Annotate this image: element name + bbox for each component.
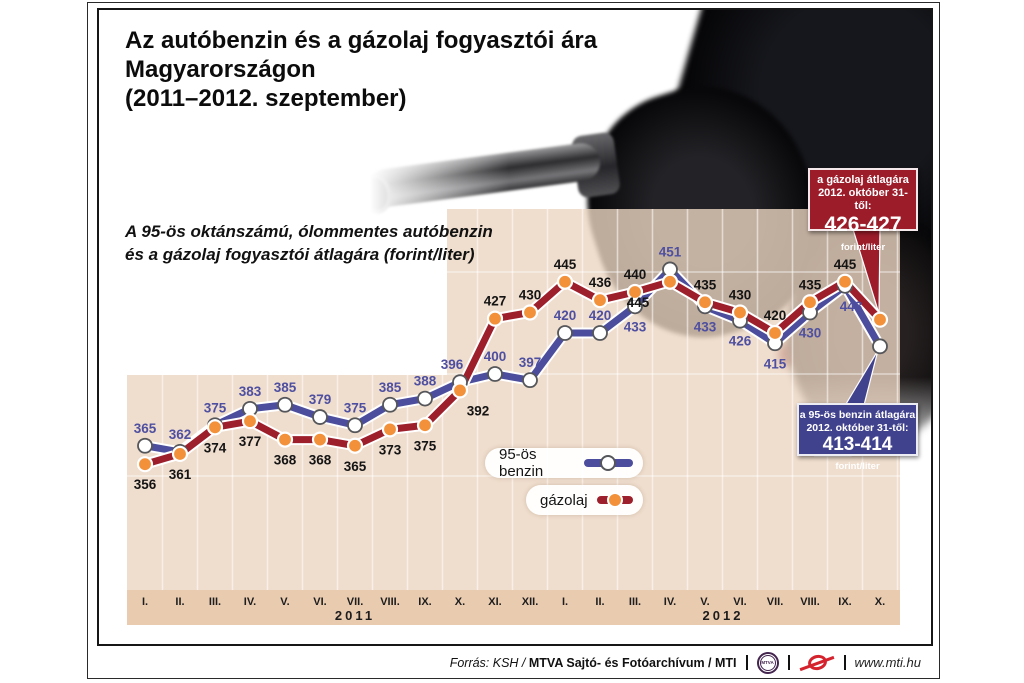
- month-label: IV.: [663, 596, 677, 608]
- callout-gazolaj-line2: 2012. október 31-től:: [818, 187, 908, 212]
- month-label: XI.: [488, 596, 502, 608]
- callout-gazolaj-unit: forint/liter: [840, 242, 886, 253]
- subtitle-line-2: és a gázolaj fogyasztói átlagára (forint…: [125, 245, 475, 264]
- mti-logo-icon: [799, 652, 835, 673]
- month-label: VII.: [346, 596, 364, 608]
- legend-item-gazolaj: gázolaj: [526, 485, 643, 515]
- chart-background-right: [447, 209, 900, 590]
- month-label: VI.: [733, 596, 747, 608]
- page-title: Az autóbenzin és a gázolaj fogyasztói ár…: [125, 26, 597, 113]
- chart-background-left: [127, 375, 447, 590]
- footer-bar: Forrás: KSH / MTVA Sajtó- és Fotóarchívu…: [97, 649, 929, 676]
- mti-logo-ring: [806, 652, 828, 672]
- callout-gazolaj-line1: a gázolaj átlagára: [817, 174, 909, 186]
- gazolaj-line-sample-icon: [596, 492, 633, 508]
- gazolaj-dot-icon: [606, 492, 623, 508]
- callout-benzin-value: 413-414: [822, 434, 893, 455]
- benzin-line-sample-icon: [583, 455, 633, 471]
- callout-benzin-line1: a 95-ös benzin átlagára: [799, 409, 916, 421]
- year-label-2012: 2012: [702, 608, 744, 623]
- outer-frame: Az autóbenzin és a gázolaj fogyasztói ár…: [87, 2, 940, 679]
- footer-separator: [745, 655, 748, 670]
- month-label: VIII.: [380, 596, 400, 608]
- callout-gazolaj-value: 426-427: [824, 213, 902, 236]
- legend-label-benzin: 95-ös benzin: [499, 446, 544, 480]
- year-label-2011: 2011: [334, 608, 376, 623]
- mtva-logo-text: MTVA: [759, 654, 776, 671]
- month-label: VIII.: [800, 596, 820, 608]
- chart-subtitle: A 95-ös oktánszámú, ólommentes autóbenzi…: [125, 220, 493, 266]
- title-line-3: (2011–2012. szeptember): [125, 85, 407, 112]
- main-card: Az autóbenzin és a gázolaj fogyasztói ár…: [97, 8, 933, 646]
- callout-benzin: a 95-ös benzin átlagára 2012. október 31…: [797, 403, 918, 472]
- mtva-logo-icon: MTVA: [756, 651, 779, 674]
- x-axis-strip: [127, 590, 900, 625]
- benzin-dot-icon: [600, 455, 617, 471]
- month-label: I.: [561, 596, 569, 608]
- photo-fade-corner: [339, 10, 579, 160]
- callout-gazolaj: a gázolaj átlagára 2012. október 31-től:…: [808, 168, 918, 253]
- footer-separator: [787, 655, 790, 670]
- month-label: VII.: [766, 596, 784, 608]
- title-line-1: Az autóbenzin és a gázolaj fogyasztói ár…: [125, 27, 598, 54]
- legend-item-benzin: 95-ös benzin: [485, 446, 643, 480]
- month-label: II.: [595, 596, 605, 608]
- source-text: Forrás: KSH / MTVA Sajtó- és Fotóarchívu…: [450, 656, 737, 670]
- callout-benzin-unit: forint/liter: [835, 461, 880, 472]
- month-label: V.: [700, 596, 710, 608]
- month-label: VI.: [313, 596, 327, 608]
- month-label: III.: [628, 596, 642, 608]
- callout-benzin-line2: 2012. október 31-től:: [806, 421, 909, 434]
- month-label: X.: [874, 596, 886, 608]
- month-label: IV.: [243, 596, 257, 608]
- month-label: I.: [141, 596, 149, 608]
- footer-separator: [843, 655, 846, 670]
- month-label: XII.: [521, 596, 539, 608]
- subtitle-line-1: A 95-ös oktánszámú, ólommentes autóbenzi…: [125, 222, 493, 241]
- month-label: IX.: [838, 596, 852, 608]
- source-prefix: Forrás: KSH /: [449, 655, 529, 670]
- month-label: II.: [175, 596, 185, 608]
- month-label: III.: [208, 596, 222, 608]
- month-label: X.: [454, 596, 466, 608]
- website-url: www.mti.hu: [854, 655, 921, 670]
- title-line-2: Magyarországon: [125, 56, 316, 83]
- legend-label-gazolaj: gázolaj: [540, 491, 588, 509]
- month-label: IX.: [418, 596, 432, 608]
- month-label: V.: [280, 596, 290, 608]
- source-bold: MTVA Sajtó- és Fotóarchívum / MTI: [528, 655, 737, 670]
